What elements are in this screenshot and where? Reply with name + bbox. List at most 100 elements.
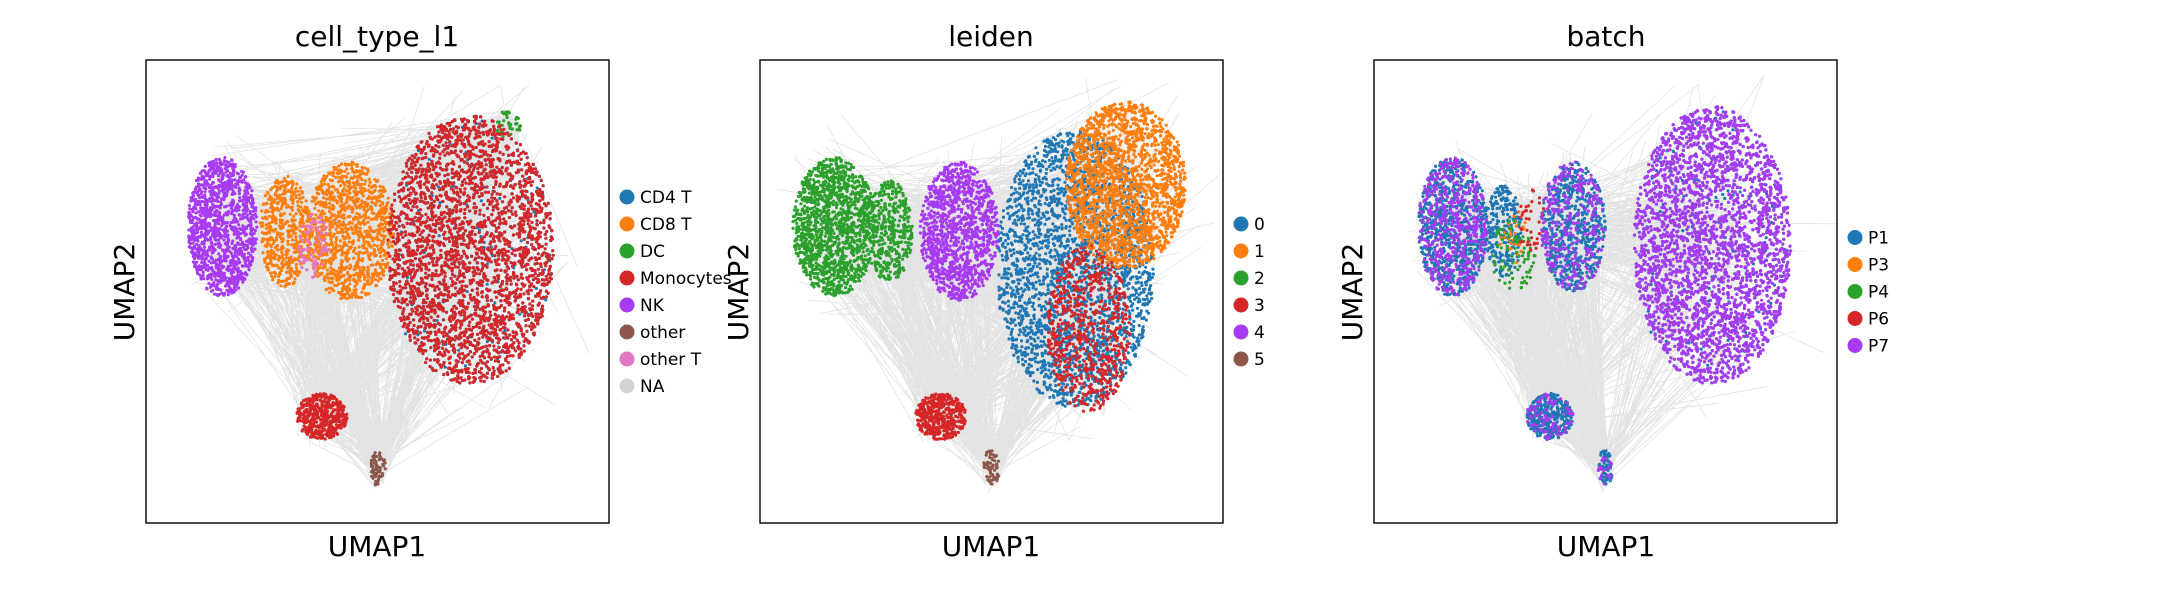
cell-point [298,197,302,201]
cell-point [280,232,284,236]
cell-point [380,270,384,274]
cell-point [544,298,548,302]
cell-point [365,204,369,208]
cell-point [375,244,379,248]
cell-point [376,248,381,252]
cell-point [318,266,322,270]
cell-point [332,289,336,293]
cell-point [291,238,295,242]
cell-point [337,219,341,223]
cell-point [362,222,366,226]
cell-point [285,270,289,274]
cell-point [342,213,346,217]
cell-point [350,210,354,214]
cell-point [287,188,291,192]
cell-point [337,272,341,276]
cell-point [367,282,371,286]
cell-point [348,282,352,286]
cell-point [326,217,330,221]
cell-point [265,223,269,227]
cell-point [355,163,359,167]
cell-point [367,194,371,199]
cell-point [341,189,345,193]
cell-point [372,243,376,247]
cell-point [263,194,267,198]
cell-point [266,210,270,214]
cell-point [342,237,346,241]
cell-point [273,227,278,231]
cell-point [261,239,265,243]
cell-point [322,253,326,257]
cell-point [368,180,372,185]
cell-point [490,136,494,140]
cell-point [331,234,335,238]
cell-point [354,228,358,232]
cell-point [363,282,367,287]
cell-point [339,262,344,266]
cell-point [355,231,359,235]
cell-point [479,199,483,203]
cell-point [286,174,290,178]
cell-point [297,193,301,197]
cell-point [339,296,343,301]
cell-point [335,269,339,273]
cell-point [296,204,300,208]
cell-point [369,245,373,249]
cell-point [279,226,283,230]
cell-point [378,232,382,236]
cell-point [313,236,317,240]
cell-point [365,250,369,254]
cell-point [368,225,372,230]
cell-point [325,268,330,272]
cell-point [350,295,354,299]
cell-point [323,275,328,279]
cell-point [331,254,335,258]
cell-point [263,260,267,264]
cell-point [328,290,332,294]
cell-point [276,181,281,185]
cell-point [376,179,380,183]
cell-point [294,235,298,239]
cell-point [330,184,334,189]
cell-point [269,188,273,192]
cell-point [485,282,489,286]
cell-point [298,186,302,190]
cell-point [351,231,355,235]
cell-point [291,282,295,286]
cell-point [385,204,389,208]
cell-point [392,232,396,236]
cell-point [457,348,461,352]
panel-title: cell_type_l1 [295,20,459,53]
cell-point [518,312,522,316]
cell-point [329,266,333,270]
cell-point [317,209,321,213]
cell-point [278,272,282,276]
cell-point [357,213,361,217]
cell-point [382,218,386,222]
cell-point [268,228,272,232]
cell-point [376,279,380,283]
cell-point [422,329,427,333]
cell-point [313,206,317,210]
cell-point [317,257,321,261]
cell-point [351,242,355,246]
cell-point [276,200,280,204]
cell-point [290,258,294,262]
cell-point [261,251,265,255]
cell-point [346,171,350,176]
cell-point [386,261,390,265]
cell-point [291,201,295,205]
cell-point [287,282,291,286]
cell-point [346,287,350,291]
cell-point [293,218,297,222]
cell-point [264,226,269,230]
cell-point [339,175,343,179]
cell-point [354,204,358,208]
cell-point [403,332,408,336]
cell-point [372,211,376,216]
cell-point [363,182,367,186]
cell-point [489,245,493,249]
cell-point [277,254,281,258]
cell-point [343,296,347,300]
cell-point [352,273,356,277]
